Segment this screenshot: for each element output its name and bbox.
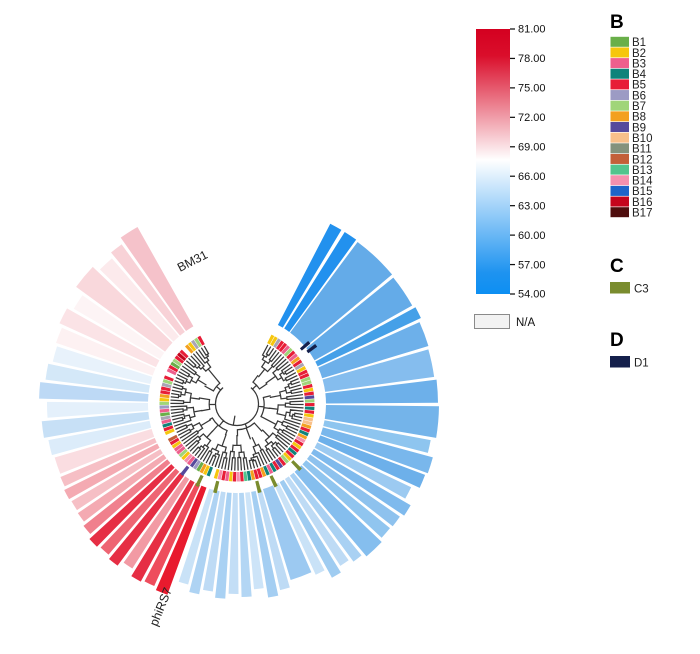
svg-text:D: D [610, 330, 624, 351]
svg-text:B5: B5 [632, 80, 646, 92]
svg-text:72.00: 72.00 [518, 112, 546, 124]
svg-text:B10: B10 [632, 133, 652, 145]
svg-text:B7: B7 [632, 101, 646, 113]
svg-text:69.00: 69.00 [518, 141, 546, 153]
svg-text:B13: B13 [632, 165, 652, 177]
svg-text:B14: B14 [632, 176, 653, 188]
svg-text:B8: B8 [632, 112, 646, 124]
svg-text:B15: B15 [632, 186, 652, 198]
svg-text:D1: D1 [634, 358, 649, 370]
svg-text:B9: B9 [632, 122, 646, 134]
svg-text:B1: B1 [632, 37, 646, 49]
svg-text:66.00: 66.00 [518, 171, 546, 183]
svg-text:B: B [610, 12, 624, 33]
svg-text:B12: B12 [632, 154, 652, 166]
svg-text:78.00: 78.00 [518, 53, 546, 65]
svg-text:B11: B11 [632, 144, 652, 156]
svg-text:B3: B3 [632, 58, 646, 70]
svg-text:75.00: 75.00 [518, 83, 546, 95]
svg-text:81.00: 81.00 [518, 24, 546, 36]
svg-text:B16: B16 [632, 197, 652, 209]
svg-text:63.00: 63.00 [518, 200, 546, 212]
svg-text:54.00: 54.00 [518, 289, 546, 301]
svg-text:C: C [610, 256, 624, 277]
svg-text:60.00: 60.00 [518, 230, 546, 242]
svg-text:C3: C3 [634, 284, 649, 296]
svg-text:B6: B6 [632, 90, 646, 102]
svg-text:B2: B2 [632, 48, 646, 60]
svg-text:B17: B17 [632, 208, 652, 220]
svg-text:B4: B4 [632, 69, 647, 81]
svg-text:57.00: 57.00 [518, 259, 546, 271]
svg-text:N/A: N/A [516, 317, 536, 329]
